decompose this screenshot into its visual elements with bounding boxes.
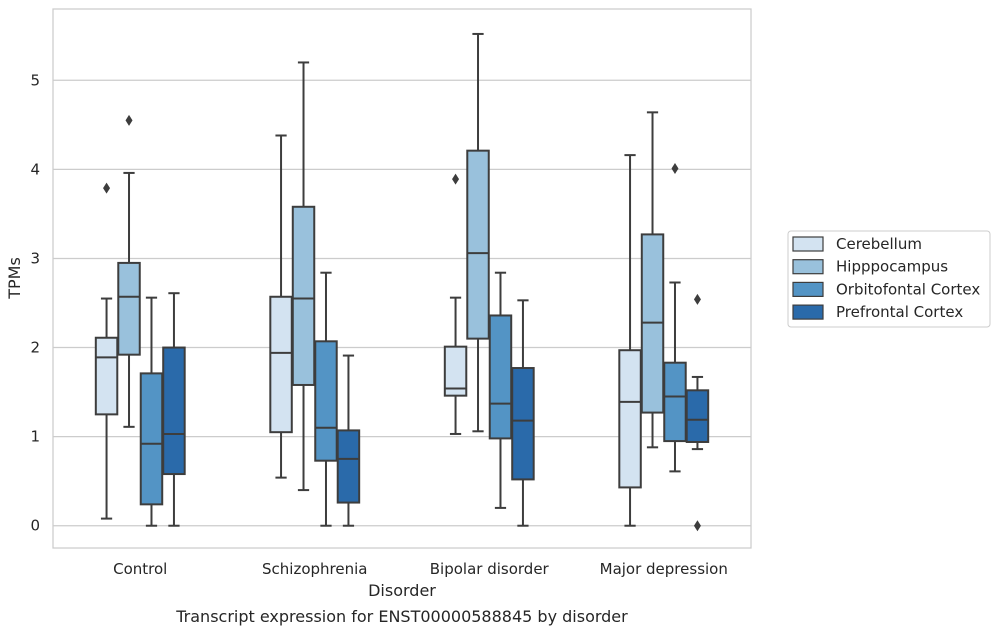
box-cerebellum [618, 154, 642, 527]
box-hipppocampus [466, 32, 490, 433]
box-hipppocampus [117, 114, 141, 428]
legend-label: Orbitofontal Cortex [836, 280, 980, 298]
y-tick-label: 3 [30, 249, 40, 267]
box-iqr [618, 349, 642, 489]
box-iqr [162, 346, 186, 476]
box-groups [94, 32, 710, 532]
box-prefrontal-cortex [336, 354, 361, 527]
box-orbitofontal-cortex [314, 271, 338, 527]
outlier-marker [693, 293, 701, 305]
box-orbitofontal-cortex [488, 271, 513, 509]
box-iqr [94, 336, 119, 416]
box-prefrontal-cortex [511, 299, 535, 527]
box-iqr [291, 205, 316, 386]
x-axis-label: Disorder [368, 581, 436, 600]
box-orbitofontal-cortex [663, 162, 687, 473]
x-tick-label: Major depression [600, 560, 728, 578]
legend-frame [787, 230, 991, 328]
x-tick-label: Bipolar disorder [430, 560, 550, 578]
y-tick-label: 4 [30, 160, 40, 178]
y-tick-label: 1 [30, 428, 40, 446]
y-tick-label: 5 [30, 71, 40, 89]
y-tick-labels: 0 1 2 3 4 5 [30, 71, 40, 534]
box-iqr [511, 367, 535, 481]
box-cerebellum [94, 182, 119, 520]
box-iqr [336, 429, 361, 504]
plot-frame [52, 8, 752, 549]
box-iqr [663, 361, 687, 443]
x-tick-labels: Control Schizophrenia Bipolar disorder Majo… [113, 560, 728, 578]
outlier-marker [125, 114, 133, 126]
legend: Cerebellum Hipppocampus Orbitofontal Corte… [787, 230, 991, 328]
box-iqr [443, 345, 468, 397]
box-iqr [117, 261, 141, 356]
box-orbitofontal-cortex [139, 296, 164, 527]
box-iqr [269, 295, 293, 434]
box-cerebellum [443, 173, 468, 435]
y-tick-label: 0 [30, 517, 40, 535]
outlier-marker [103, 182, 111, 194]
box-iqr [488, 314, 513, 440]
box-prefrontal-cortex [162, 292, 186, 527]
box-iqr [466, 149, 490, 340]
legend-swatch [792, 304, 824, 320]
outlier-marker [452, 173, 460, 185]
box-hipppocampus [291, 61, 316, 492]
box-iqr [685, 389, 710, 443]
legend-label: Prefrontal Cortex [836, 303, 963, 321]
outlier-marker [671, 162, 679, 174]
box-iqr [314, 340, 338, 462]
outlier-marker [693, 520, 701, 532]
legend-label: Cerebellum [836, 235, 922, 253]
legend-label: Hipppocampus [836, 258, 948, 276]
chart-caption: Transcript expression for ENST0000058884… [175, 607, 628, 626]
box-prefrontal-cortex [685, 293, 710, 532]
legend-swatch [792, 259, 824, 275]
x-tick-label: Control [113, 560, 167, 578]
legend-swatch [792, 236, 824, 252]
box-iqr [139, 372, 164, 506]
y-tick-label: 2 [30, 339, 40, 357]
x-tick-label: Schizophrenia [262, 560, 367, 578]
y-axis-label: TPMs [5, 257, 24, 300]
box-hipppocampus [640, 111, 665, 449]
legend-swatch [792, 281, 824, 297]
box-cerebellum [269, 134, 293, 479]
